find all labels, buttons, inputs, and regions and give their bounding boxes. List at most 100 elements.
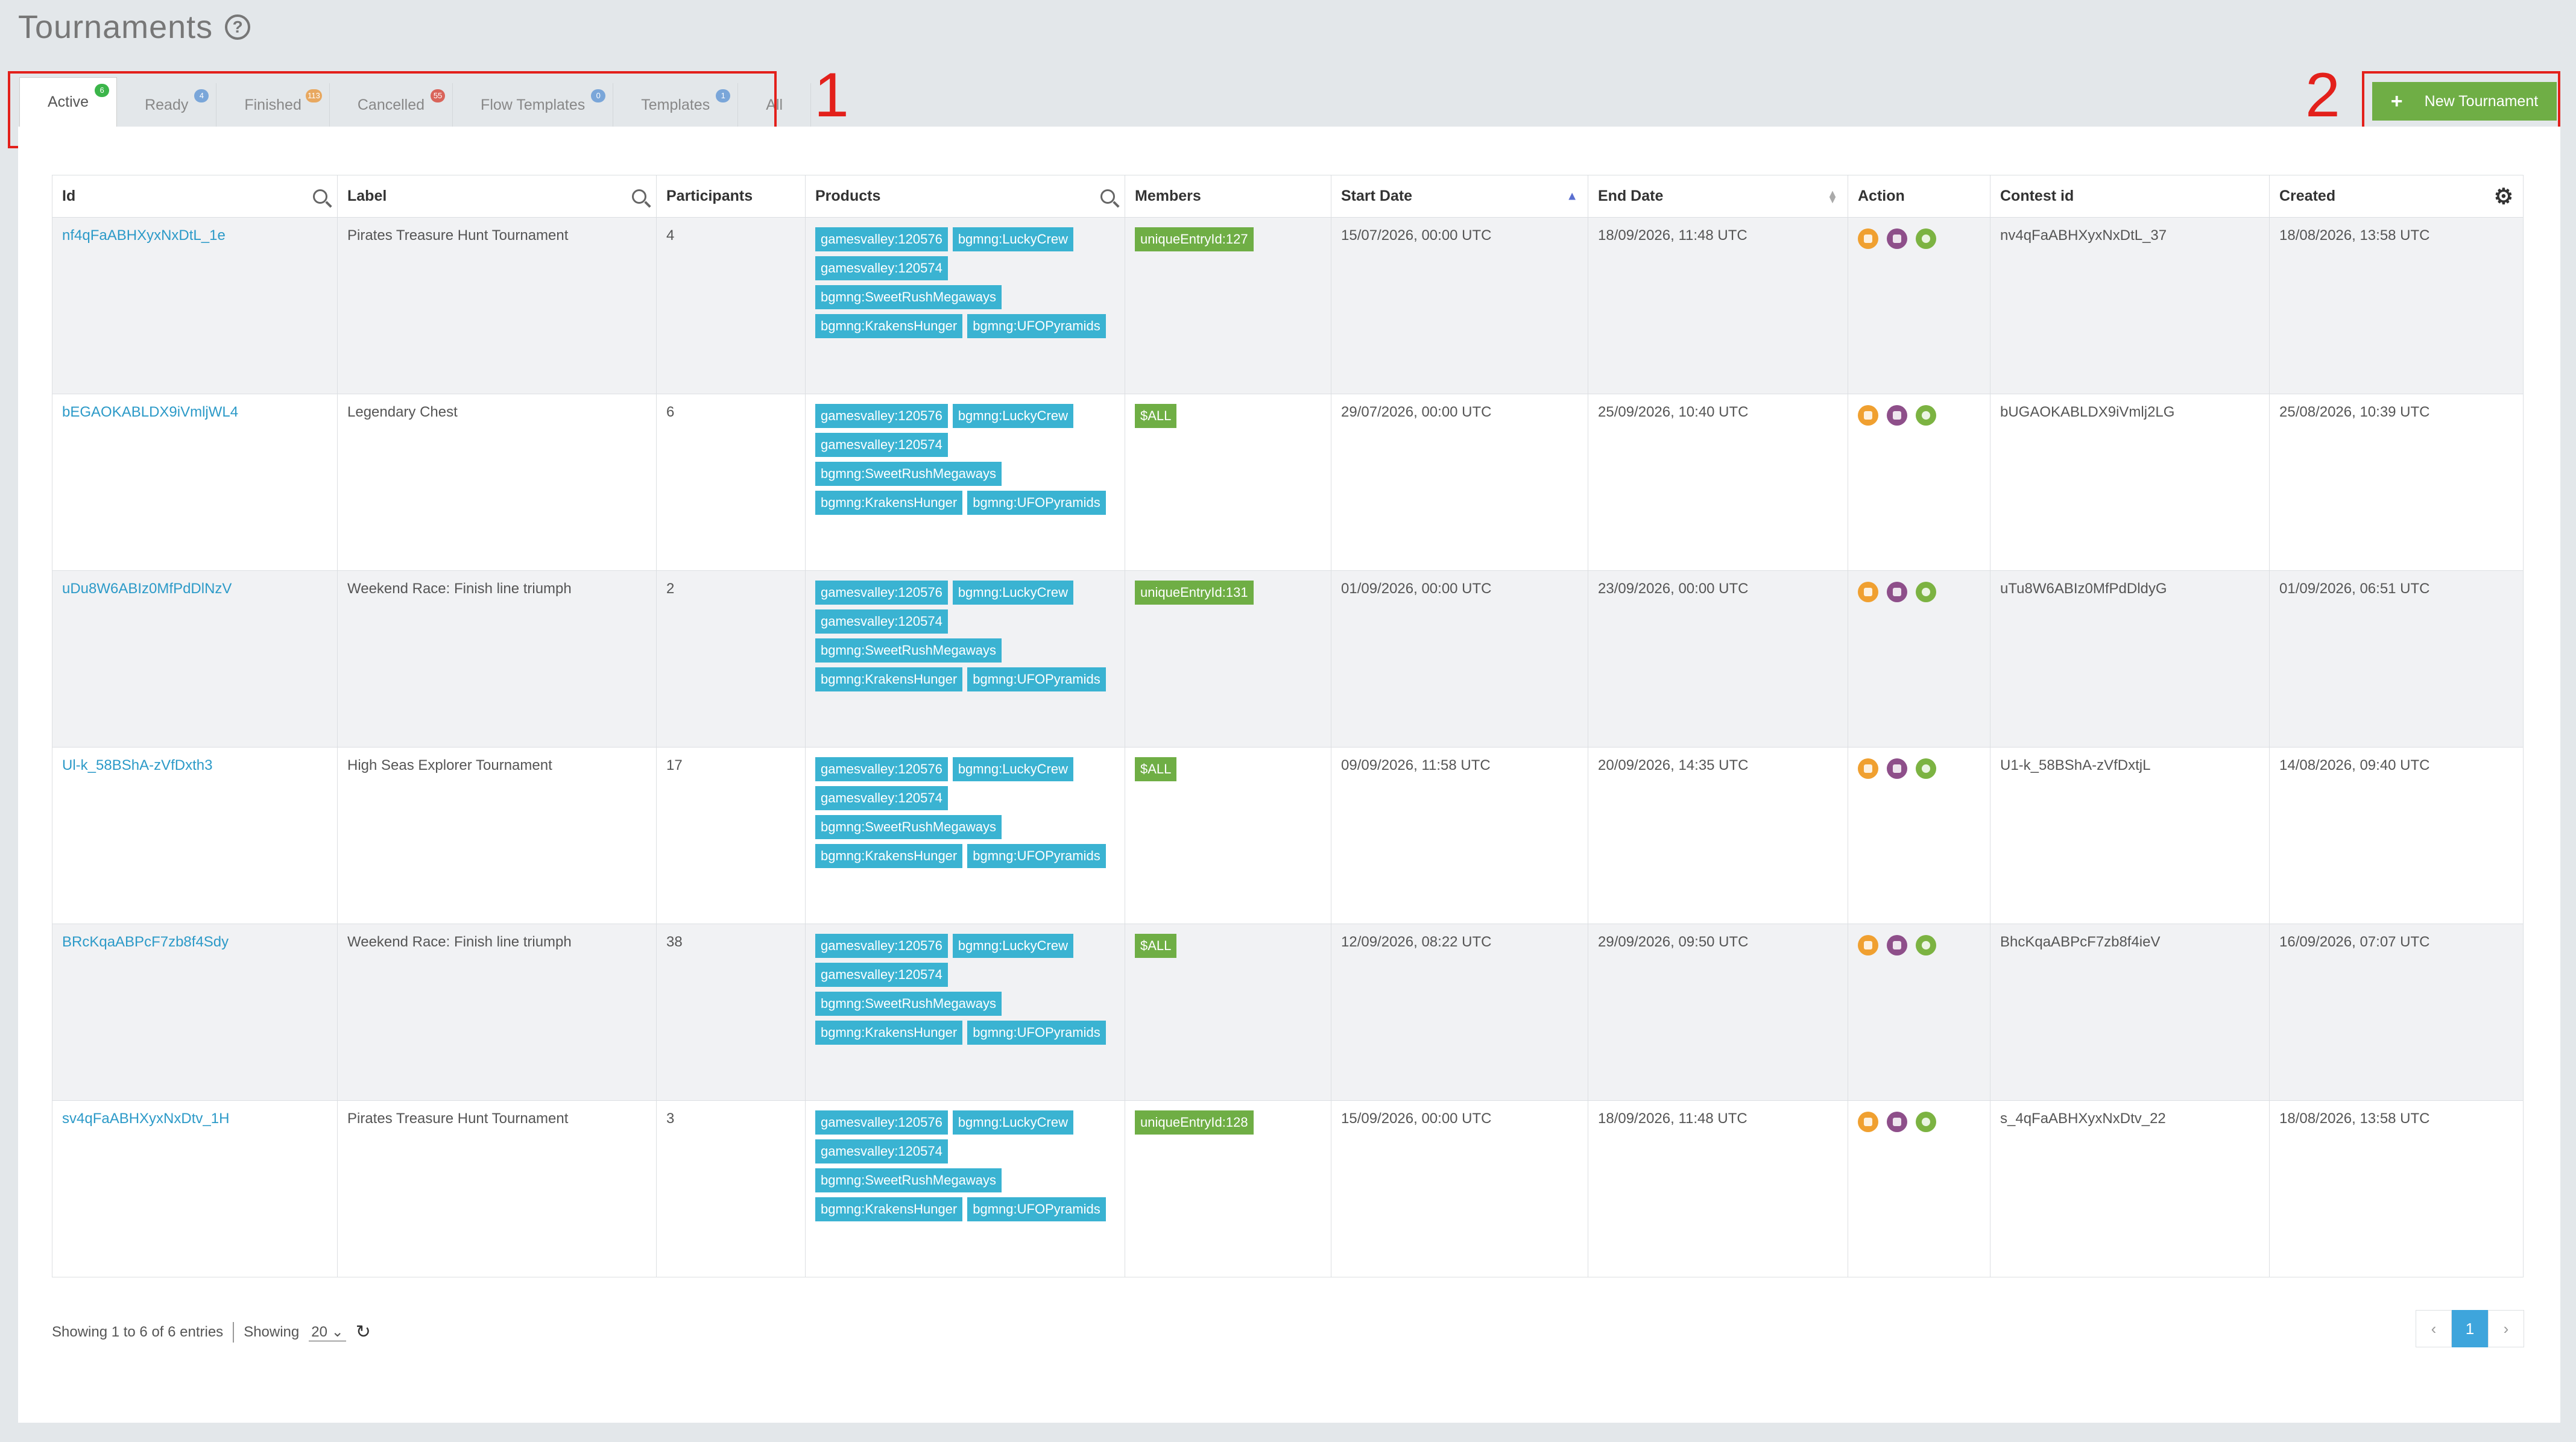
id-cell: BRcKqaABPcF7zb8f4Sdy	[52, 924, 338, 1101]
start-date-cell: 12/09/2026, 08:22 UTC	[1331, 924, 1588, 1101]
annotation-number-2: 2	[2305, 60, 2340, 130]
sort-icon[interactable]: ▲ ▼	[1827, 187, 1838, 206]
col-header-products[interactable]: Products	[805, 175, 1125, 218]
gear-icon[interactable]: ⚙	[2493, 183, 2513, 209]
copy-icon[interactable]	[1858, 1112, 1878, 1132]
row-actions	[1858, 227, 1980, 249]
copy-icon[interactable]	[1858, 758, 1878, 779]
product-tag: bgmng:UFOPyramids	[967, 314, 1106, 338]
product-tag: bgmng:UFOPyramids	[967, 1021, 1106, 1045]
copy-icon[interactable]	[1858, 935, 1878, 956]
next-page-button[interactable]: ›	[2488, 1310, 2524, 1347]
refresh-icon[interactable]: ↻	[355, 1322, 371, 1342]
new-tournament-button[interactable]: + New Tournament	[2372, 82, 2557, 121]
col-header-created[interactable]: Created ⚙	[2269, 175, 2524, 218]
end-date-cell: 18/09/2026, 11:48 UTC	[1588, 217, 1848, 394]
tournament-label: High Seas Explorer Tournament	[347, 757, 552, 773]
save-icon[interactable]	[1887, 758, 1907, 779]
save-icon[interactable]	[1887, 405, 1907, 426]
settings-icon[interactable]	[1916, 1112, 1936, 1132]
page-size-select[interactable]: 20 ⌄	[309, 1323, 346, 1341]
end-date: 18/09/2026, 11:48 UTC	[1598, 1110, 1747, 1127]
col-header-label[interactable]: Label	[337, 175, 657, 218]
tournament-label: Weekend Race: Finish line triumph	[347, 581, 572, 597]
plus-icon: +	[2390, 89, 2403, 113]
table-row: nf4qFaABHXyxNxDtL_1e Pirates Treasure Hun…	[52, 217, 2524, 394]
tab-active[interactable]: Active 6	[19, 77, 118, 127]
product-tag: bgmng:KrakensHunger	[815, 1197, 963, 1221]
tab-finished[interactable]: Finished 113	[216, 83, 330, 127]
id-cell: Ul-k_58BShA-zVfDxth3	[52, 747, 338, 924]
product-tag: bgmng:SweetRushMegaways	[815, 1168, 1002, 1192]
copy-icon[interactable]	[1858, 405, 1878, 426]
col-header-start-date[interactable]: Start Date ▲	[1331, 175, 1588, 218]
tab-cancelled[interactable]: Cancelled 55	[330, 83, 453, 127]
prev-page-button[interactable]: ‹	[2416, 1310, 2452, 1347]
tab-ready[interactable]: Ready 4	[117, 83, 217, 127]
product-tag: bgmng:SweetRushMegaways	[815, 992, 1002, 1016]
count-badge: 0	[591, 89, 606, 102]
search-icon[interactable]	[632, 189, 646, 204]
product-tag: bgmng:UFOPyramids	[967, 491, 1106, 515]
search-icon[interactable]	[313, 189, 327, 204]
products-cell: gamesvalley:120576 bgmng:LuckyCrewgamesva…	[805, 747, 1125, 924]
start-date-cell: 29/07/2026, 00:00 UTC	[1331, 394, 1588, 571]
help-icon[interactable]: ?	[225, 14, 251, 40]
contest-id: BhcKqaABPcF7zb8f4ieV	[2000, 934, 2161, 950]
participants-count: 17	[666, 757, 683, 773]
product-tag: gamesvalley:120576	[815, 1110, 948, 1135]
count-badge: 4	[194, 89, 209, 102]
col-header-end-date[interactable]: End Date ▲ ▼	[1588, 175, 1848, 218]
save-icon[interactable]	[1887, 1112, 1907, 1132]
settings-icon[interactable]	[1916, 228, 1936, 249]
product-tag: bgmng:KrakensHunger	[815, 1021, 963, 1045]
settings-icon[interactable]	[1916, 582, 1936, 602]
col-header-members[interactable]: Members	[1125, 175, 1331, 218]
tournament-label: Pirates Treasure Hunt Tournament	[347, 227, 569, 244]
start-date-cell: 09/09/2026, 11:58 UTC	[1331, 747, 1588, 924]
created-date: 25/08/2026, 10:39 UTC	[2279, 404, 2430, 420]
save-icon[interactable]	[1887, 935, 1907, 956]
end-date: 25/09/2026, 10:40 UTC	[1598, 404, 1749, 420]
action-cell	[1848, 217, 1990, 394]
save-icon[interactable]	[1887, 228, 1907, 249]
tab-flow-templates[interactable]: Flow Templates 0	[453, 83, 614, 127]
tab-label: Finished	[244, 96, 301, 113]
tournament-id-link[interactable]: nf4qFaABHXyxNxDtL_1e	[62, 227, 226, 244]
save-icon[interactable]	[1887, 582, 1907, 602]
settings-icon[interactable]	[1916, 935, 1936, 956]
col-header-action: Action	[1848, 175, 1990, 218]
sort-ascending-icon[interactable]: ▲	[1566, 189, 1578, 203]
copy-icon[interactable]	[1858, 582, 1878, 602]
end-date-cell: 18/09/2026, 11:48 UTC	[1588, 1100, 1848, 1277]
tournament-id-link[interactable]: Ul-k_58BShA-zVfDxth3	[62, 757, 213, 773]
page-header: Tournaments ?	[18, 8, 251, 46]
col-header-participants[interactable]: Participants	[656, 175, 806, 218]
product-tag: bgmng:UFOPyramids	[967, 667, 1106, 691]
settings-icon[interactable]	[1916, 758, 1936, 779]
tab-templates[interactable]: Templates 1	[613, 83, 739, 127]
product-tag: gamesvalley:120574	[815, 963, 948, 987]
page-1-button[interactable]: 1	[2452, 1310, 2488, 1347]
search-icon[interactable]	[1100, 189, 1115, 204]
settings-icon[interactable]	[1916, 405, 1936, 426]
member-tag: $ALL	[1135, 757, 1177, 781]
tournament-id-link[interactable]: bEGAOKABLDX9iVmljWL4	[62, 404, 239, 420]
tab-label: Templates	[641, 96, 710, 113]
tab-label: Cancelled	[357, 96, 425, 113]
contest-id-cell: bUGAOKABLDX9iVmlj2LG	[1990, 394, 2270, 571]
product-tag: gamesvalley:120576	[815, 757, 948, 781]
tournament-id-link[interactable]: BRcKqaABPcF7zb8f4Sdy	[62, 934, 229, 950]
tournament-id-link[interactable]: uDu8W6ABIz0MfPdDlNzV	[62, 581, 232, 597]
id-cell: sv4qFaABHXyxNxDtv_1H	[52, 1100, 338, 1277]
tournament-id-link[interactable]: sv4qFaABHXyxNxDtv_1H	[62, 1110, 230, 1127]
copy-icon[interactable]	[1858, 228, 1878, 249]
created-cell: 14/08/2026, 09:40 UTC	[2269, 747, 2524, 924]
product-tag: gamesvalley:120576	[815, 934, 948, 958]
created-date: 16/09/2026, 07:07 UTC	[2279, 934, 2430, 950]
participants-cell: 2	[656, 570, 806, 748]
col-header-id[interactable]: Id	[52, 175, 338, 218]
col-header-contest-id[interactable]: Contest id	[1990, 175, 2270, 218]
label-cell: Pirates Treasure Hunt Tournament	[337, 217, 657, 394]
members-cell: uniqueEntryId:127	[1125, 217, 1331, 394]
